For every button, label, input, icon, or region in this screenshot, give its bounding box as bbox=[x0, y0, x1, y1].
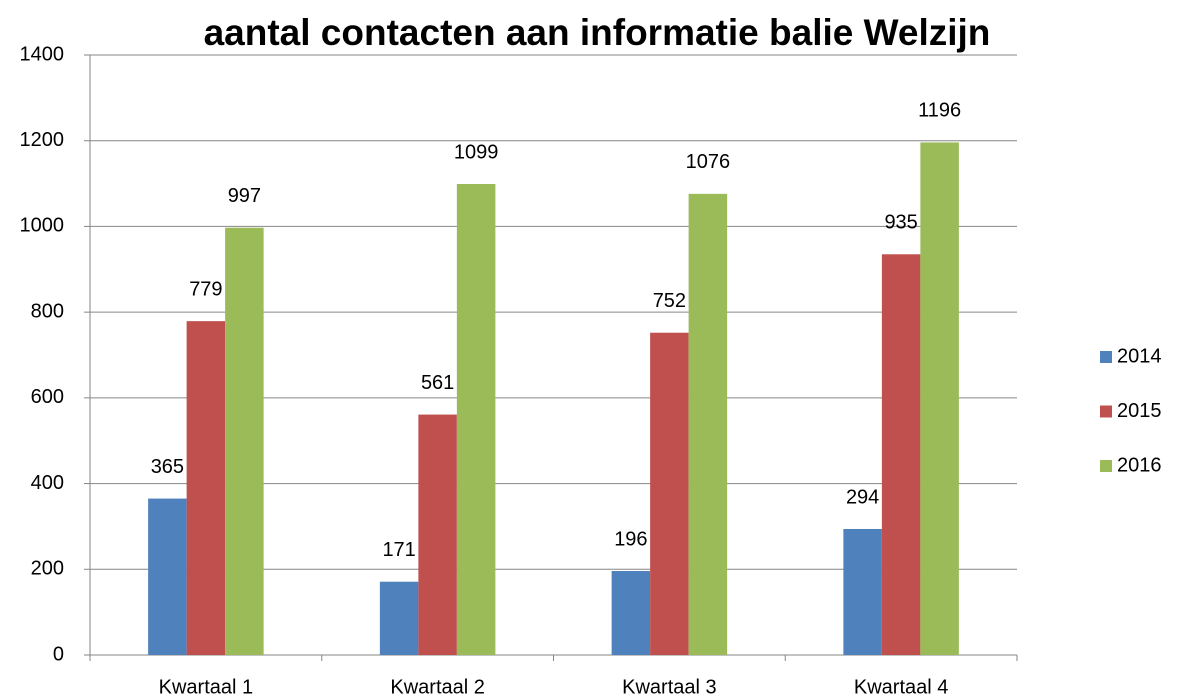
legend-label: 2016 bbox=[1117, 454, 1162, 476]
legend-swatch bbox=[1100, 460, 1112, 472]
x-tick-label: Kwartaal 1 bbox=[159, 676, 254, 698]
bar bbox=[456, 184, 496, 655]
y-tick-label: 600 bbox=[31, 386, 64, 408]
legend-swatch bbox=[1100, 405, 1112, 418]
bar bbox=[186, 321, 226, 655]
x-tick-label: Kwartaal 4 bbox=[854, 676, 949, 698]
bar bbox=[611, 571, 651, 655]
legend-label: 2015 bbox=[1117, 400, 1162, 422]
data-label: 1076 bbox=[686, 151, 731, 173]
data-label: 997 bbox=[228, 185, 261, 207]
data-label: 294 bbox=[846, 486, 879, 508]
chart-title: aantal contacten aan informatie balie We… bbox=[204, 12, 991, 53]
data-label: 779 bbox=[189, 278, 222, 300]
bar bbox=[920, 142, 959, 655]
legend-label: 2014 bbox=[1117, 345, 1162, 367]
y-tick-label: 1000 bbox=[20, 215, 65, 237]
data-label: 752 bbox=[653, 290, 686, 312]
bar bbox=[843, 529, 882, 655]
data-label: 1196 bbox=[918, 100, 961, 122]
y-tick-label: 800 bbox=[31, 300, 64, 322]
bar bbox=[650, 332, 689, 655]
bar bbox=[418, 414, 457, 655]
data-label: 561 bbox=[421, 372, 454, 394]
data-label: 171 bbox=[382, 539, 415, 561]
y-tick-label: 1400 bbox=[20, 43, 65, 65]
bar bbox=[225, 227, 264, 655]
x-tick-label: Kwartaal 3 bbox=[622, 676, 717, 698]
y-tick-label: 200 bbox=[31, 558, 64, 580]
x-tick-label: Kwartaal 2 bbox=[390, 676, 485, 698]
bar bbox=[881, 254, 921, 656]
y-tick-label: 0 bbox=[53, 643, 64, 665]
y-tick-label: 1200 bbox=[20, 129, 65, 151]
data-label: 365 bbox=[151, 456, 184, 478]
y-tick-label: 400 bbox=[31, 472, 64, 494]
bar bbox=[379, 581, 419, 655]
data-label: 935 bbox=[884, 212, 917, 234]
legend-swatch bbox=[1100, 351, 1112, 363]
data-label: 1099 bbox=[454, 141, 499, 163]
bar bbox=[148, 498, 187, 655]
data-label: 196 bbox=[614, 528, 647, 550]
bar bbox=[688, 193, 728, 655]
